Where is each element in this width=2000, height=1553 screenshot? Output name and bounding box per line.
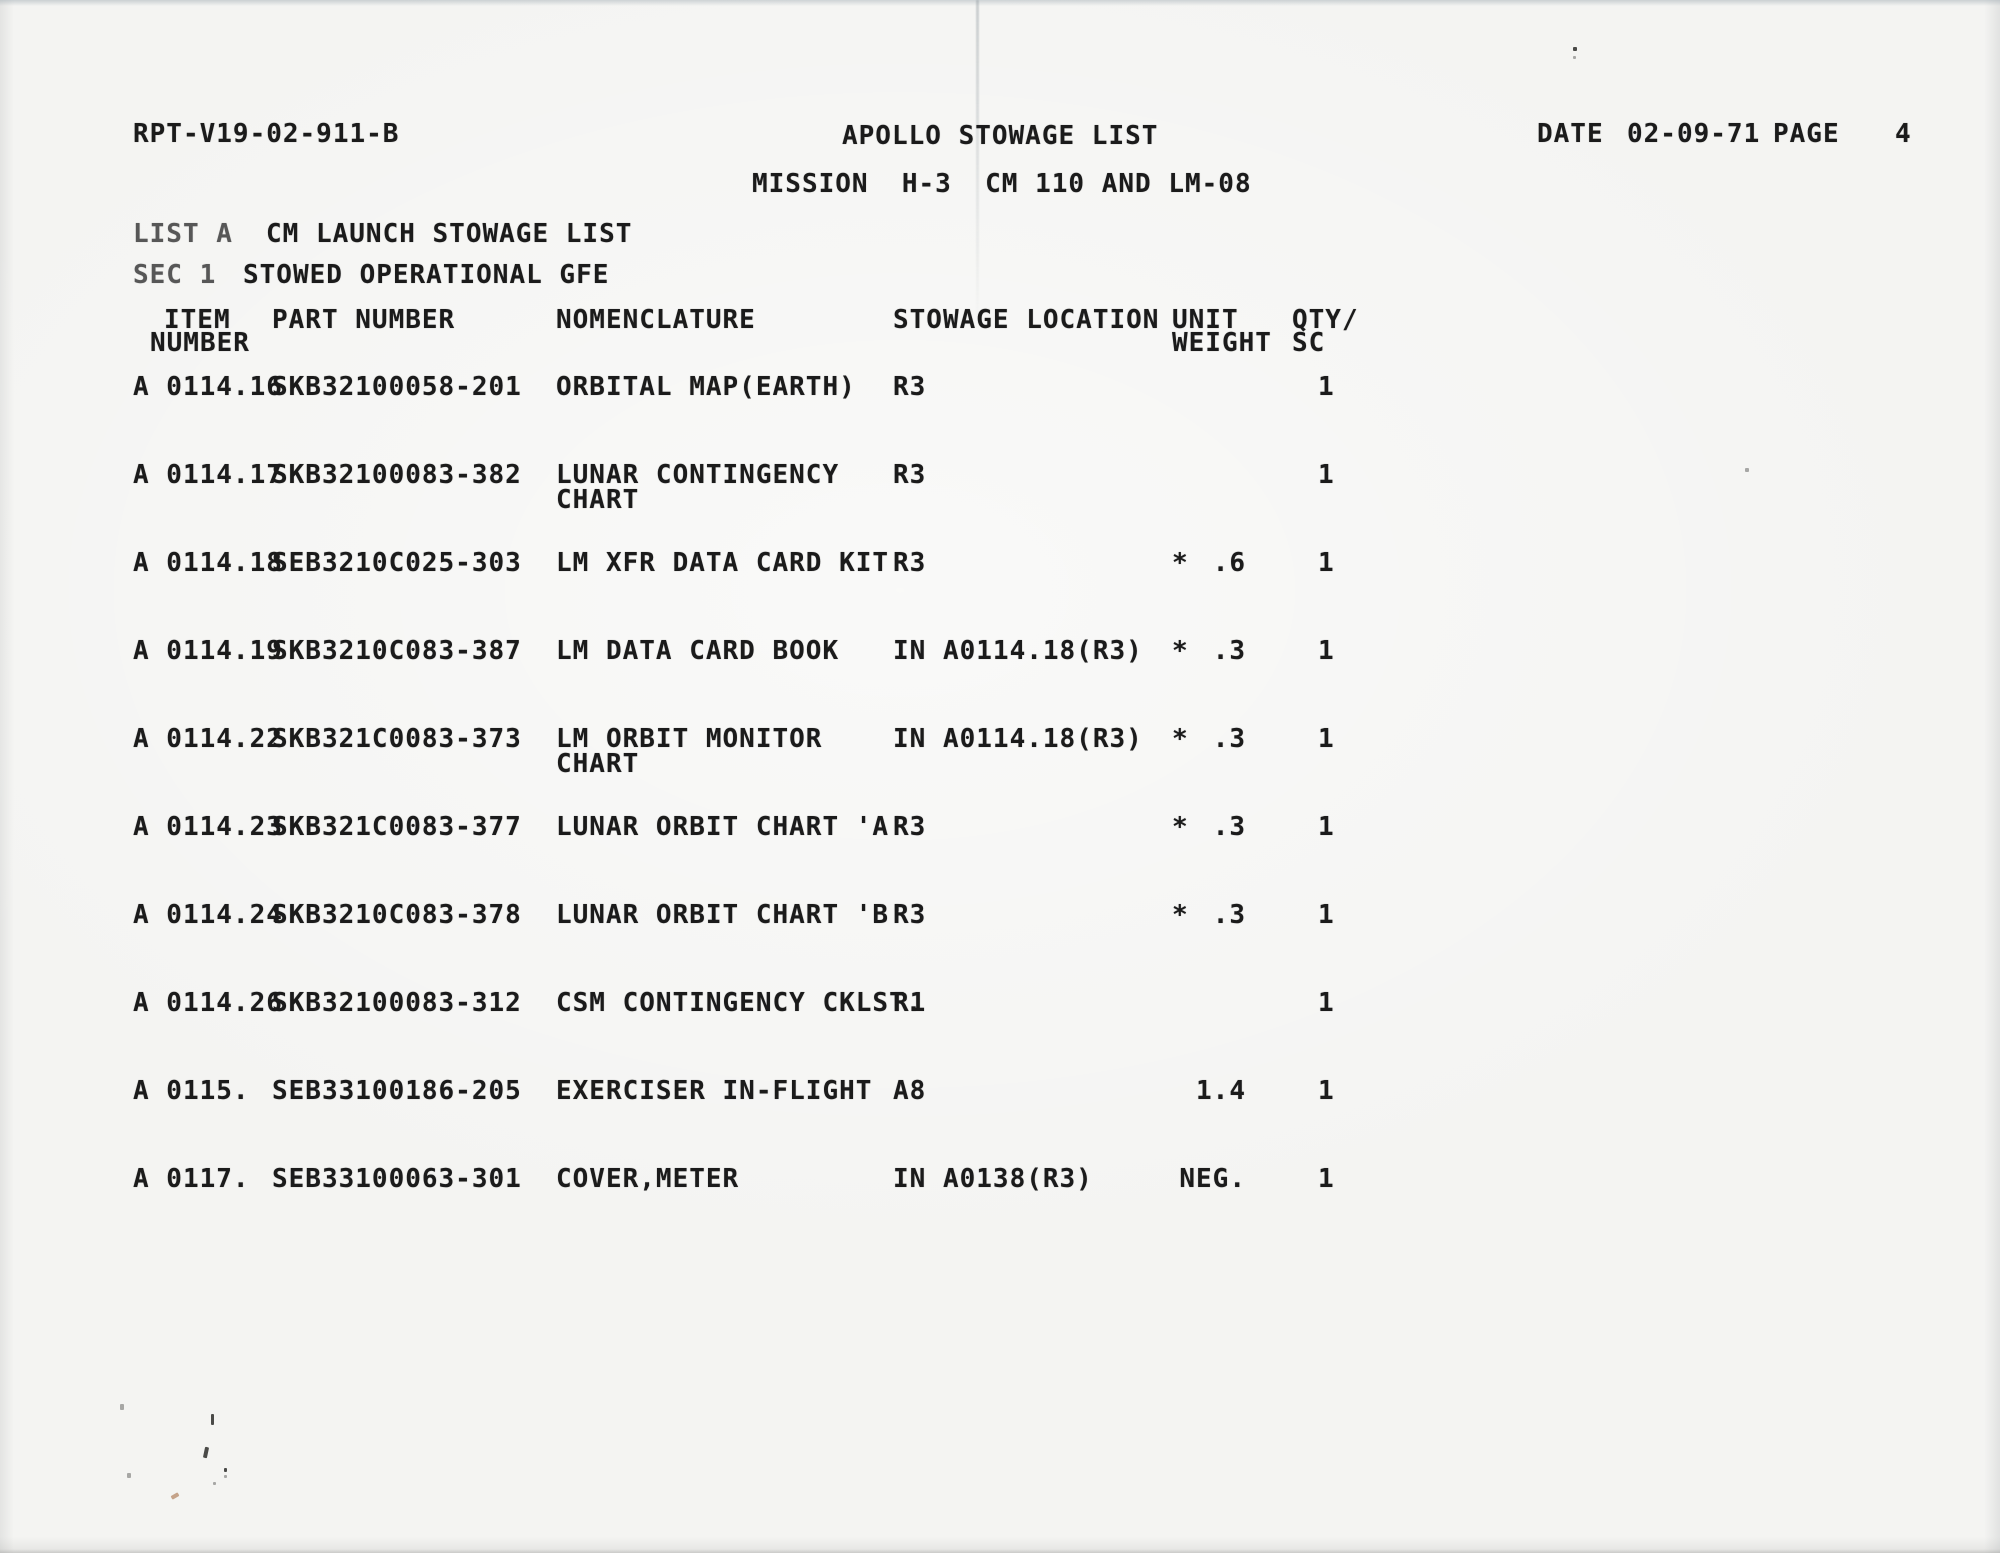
scan-speck — [1573, 47, 1577, 51]
nomenclature-cell: EXERCISER IN-FLIGHT — [556, 1076, 873, 1106]
item-number-cell: A 0114.18 — [133, 548, 283, 578]
part-number-cell: SKB3210C083-378 — [272, 900, 522, 930]
column-header-qty-2: SC — [1292, 328, 1326, 358]
nomenclature-cell: ORBITAL MAP(EARTH) — [556, 372, 856, 402]
nomenclature-cell: LM DATA CARD BOOK — [556, 636, 840, 666]
document-title: APOLLO STOWAGE LIST — [842, 121, 1159, 151]
nomenclature-cell: LUNAR ORBIT CHART 'B' — [556, 900, 906, 930]
qty-cell: 1 — [1318, 636, 1335, 666]
part-number-cell: SEB33100063-301 — [272, 1164, 522, 1194]
weight-flag-cell: * — [1172, 636, 1189, 666]
page-label: PAGE — [1773, 119, 1840, 149]
nomenclature-cell: CSM CONTINGENCY CKLST. — [556, 988, 923, 1018]
unit-weight-cell: .3 — [1212, 900, 1246, 930]
nomenclature-cell: LM ORBIT MONITOR — [556, 724, 823, 754]
part-number-cell: SKB321C0083-377 — [272, 812, 522, 842]
stowage-location-cell: IN A0114.18(R3) — [893, 724, 1143, 754]
section-heading-prefix: SEC 1 — [133, 260, 217, 290]
column-header-part: PART NUMBER — [272, 305, 456, 335]
part-number-cell: SEB3210C025-303 — [272, 548, 522, 578]
qty-cell: 1 — [1318, 1076, 1335, 1106]
scan-speck — [1573, 56, 1576, 59]
qty-cell: 1 — [1318, 548, 1335, 578]
paper-crease — [976, 0, 979, 330]
item-number-cell: A 0115. — [133, 1076, 250, 1106]
qty-cell: 1 — [1318, 988, 1335, 1018]
part-number-cell: SKB321C0083-373 — [272, 724, 522, 754]
unit-weight-cell: .3 — [1212, 724, 1246, 754]
item-number-cell: A 0114.19 — [133, 636, 283, 666]
column-header-weight-2: WEIGHT — [1172, 328, 1272, 358]
part-number-cell: SKB32100083-382 — [272, 460, 522, 490]
qty-cell: 1 — [1318, 1164, 1335, 1194]
scan-speck — [1745, 468, 1749, 472]
column-header-location: STOWAGE LOCATION — [893, 305, 1160, 335]
scan-speck — [224, 1468, 227, 1472]
weight-flag-cell: * — [1172, 812, 1189, 842]
item-number-cell: A 0114.16 — [133, 372, 283, 402]
page-number: 4 — [1895, 119, 1912, 149]
item-number-cell: A 0117. — [133, 1164, 250, 1194]
weight-flag-cell: * — [1172, 548, 1189, 578]
unit-weight-cell: 1.4 — [1196, 1076, 1246, 1106]
column-header-weight-1: UNIT — [1172, 305, 1239, 335]
nomenclature-cell-line2: CHART — [556, 749, 640, 779]
unit-weight-cell: .3 — [1212, 812, 1246, 842]
stowage-location-cell: R3 — [893, 548, 927, 578]
nomenclature-cell: LM XFR DATA CARD KIT — [556, 548, 890, 578]
unit-weight-cell: .6 — [1212, 548, 1246, 578]
item-number-cell: A 0114.17 — [133, 460, 283, 490]
stowage-location-cell: R1 — [893, 988, 927, 1018]
part-number-cell: SKB3210C083-387 — [272, 636, 522, 666]
nomenclature-cell: LUNAR CONTINGENCY — [556, 460, 840, 490]
stowage-location-cell: IN A0114.18(R3) — [893, 636, 1143, 666]
qty-cell: 1 — [1318, 724, 1335, 754]
qty-cell: 1 — [1318, 900, 1335, 930]
weight-flag-cell: * — [1172, 900, 1189, 930]
stowage-location-cell: IN A0138(R3) — [893, 1164, 1093, 1194]
column-header-nomenclature: NOMENCLATURE — [556, 305, 756, 335]
stowage-location-cell: R3 — [893, 812, 927, 842]
scan-speck — [127, 1473, 131, 1478]
item-number-cell: A 0114.22 — [133, 724, 283, 754]
unit-weight-cell: NEG. — [1179, 1164, 1246, 1194]
scan-speck — [120, 1404, 124, 1410]
mission-line: MISSION H-3 CM 110 AND LM-08 — [752, 169, 1252, 199]
date-label: DATE — [1537, 119, 1604, 149]
nomenclature-cell: LUNAR ORBIT CHART 'A' — [556, 812, 906, 842]
section-heading: STOWED OPERATIONAL GFE — [243, 260, 610, 290]
column-header-qty-1: QTY/ — [1292, 305, 1359, 335]
part-number-cell: SEB33100186-205 — [272, 1076, 522, 1106]
date-value: 02-09-71 — [1627, 119, 1761, 149]
stowage-location-cell: R3 — [893, 372, 927, 402]
item-number-cell: A 0114.23 — [133, 812, 283, 842]
list-heading-prefix: LIST A — [133, 219, 233, 249]
list-heading: CM LAUNCH STOWAGE LIST — [266, 219, 633, 249]
stowage-location-cell: R3 — [893, 460, 927, 490]
nomenclature-cell-line2: CHART — [556, 485, 640, 515]
part-number-cell: SKB32100083-312 — [272, 988, 522, 1018]
qty-cell: 1 — [1318, 812, 1335, 842]
scan-speck — [211, 1414, 214, 1425]
qty-cell: 1 — [1318, 372, 1335, 402]
nomenclature-cell: COVER,METER — [556, 1164, 740, 1194]
item-number-cell: A 0114.26 — [133, 988, 283, 1018]
weight-flag-cell: * — [1172, 724, 1189, 754]
qty-cell: 1 — [1318, 460, 1335, 490]
column-header-item-1: ITEM — [164, 305, 231, 335]
report-number: RPT-V19-02-911-B — [133, 119, 400, 149]
item-number-cell: A 0114.24 — [133, 900, 283, 930]
stowage-location-cell: R3 — [893, 900, 927, 930]
unit-weight-cell: .3 — [1212, 636, 1246, 666]
part-number-cell: SKB32100058-201 — [272, 372, 522, 402]
stowage-location-cell: A8 — [893, 1076, 927, 1106]
scan-speck — [224, 1475, 227, 1478]
column-header-item-2: NUMBER — [150, 328, 250, 358]
scan-speck — [213, 1482, 216, 1485]
